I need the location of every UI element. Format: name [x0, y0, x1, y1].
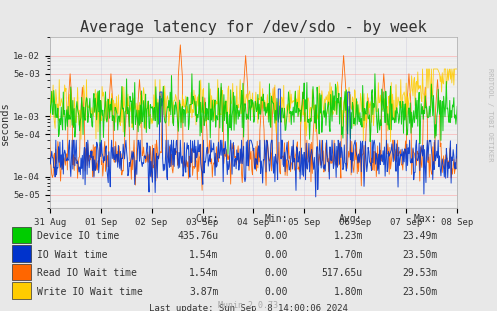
Text: Cur:: Cur: [195, 214, 219, 224]
Text: 0.00: 0.00 [265, 249, 288, 260]
Bar [12, 245, 31, 262]
Y-axis label: seconds: seconds [0, 101, 10, 145]
Text: 1.54m: 1.54m [189, 268, 219, 278]
Text: 1.80m: 1.80m [333, 286, 363, 296]
Text: IO Wait time: IO Wait time [37, 249, 108, 260]
Text: 3.87m: 3.87m [189, 286, 219, 296]
Text: 23.50m: 23.50m [402, 286, 437, 296]
Text: 23.49m: 23.49m [402, 231, 437, 241]
Text: 29.53m: 29.53m [402, 268, 437, 278]
Text: 1.54m: 1.54m [189, 249, 219, 260]
Text: Device IO time: Device IO time [37, 231, 119, 241]
Text: Write IO Wait time: Write IO Wait time [37, 286, 143, 296]
Text: Max:: Max: [414, 214, 437, 224]
Bar [12, 264, 31, 280]
Text: 0.00: 0.00 [265, 286, 288, 296]
Text: 1.70m: 1.70m [333, 249, 363, 260]
Text: 1.23m: 1.23m [333, 231, 363, 241]
Text: 23.50m: 23.50m [402, 249, 437, 260]
Bar [12, 282, 31, 299]
Text: 517.65u: 517.65u [322, 268, 363, 278]
Text: Munin 2.0.73: Munin 2.0.73 [219, 301, 278, 310]
Text: Min:: Min: [265, 214, 288, 224]
Text: Avg:: Avg: [339, 214, 363, 224]
Bar [12, 227, 31, 243]
Title: Average latency for /dev/sdo - by week: Average latency for /dev/sdo - by week [80, 20, 427, 35]
Text: 0.00: 0.00 [265, 268, 288, 278]
Text: RRDTOOL / TOBI OETIKER: RRDTOOL / TOBI OETIKER [487, 68, 493, 162]
Text: Read IO Wait time: Read IO Wait time [37, 268, 137, 278]
Text: 435.76u: 435.76u [177, 231, 219, 241]
Text: 0.00: 0.00 [265, 231, 288, 241]
Text: Last update: Sun Sep  8 14:00:06 2024: Last update: Sun Sep 8 14:00:06 2024 [149, 304, 348, 311]
